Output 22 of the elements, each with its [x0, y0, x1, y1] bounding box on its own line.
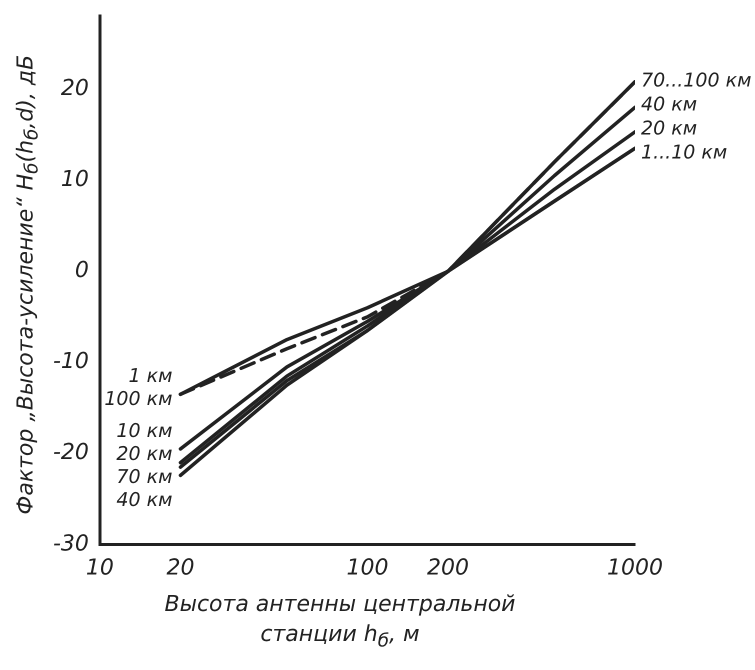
x-axis-title: Высота антенны центральной станции h$_{б}$, м — [164, 591, 516, 654]
text: 1...10 км — [641, 142, 728, 164]
y-tick-label: 20 — [60, 76, 89, 101]
series-label: 20 км — [116, 442, 172, 465]
series-label: 1 км — [128, 365, 172, 388]
y-tick-label: -30 — [52, 531, 89, 556]
text: 40 км — [641, 94, 698, 116]
y-tick-label: -10 — [52, 349, 89, 374]
x-tick-label: 1000 — [607, 556, 663, 581]
text: 70...100 км — [641, 70, 752, 92]
series-label: 40 км — [116, 488, 172, 511]
y-tick-label: 0 — [74, 258, 89, 284]
x-tick-label: 10 — [86, 556, 114, 581]
series-label: 100 км — [104, 388, 172, 410]
y-tick-label: 10 — [60, 166, 89, 192]
text: 20 км — [641, 118, 698, 140]
series-label: 10 км — [116, 420, 172, 442]
x-tick-label: 20 — [166, 556, 194, 581]
series-label: 70 км — [116, 466, 172, 488]
x-tick-label: 200 — [427, 556, 469, 581]
y-tick-label: -20 — [52, 440, 89, 466]
x-tick-label: 100 — [346, 556, 388, 581]
